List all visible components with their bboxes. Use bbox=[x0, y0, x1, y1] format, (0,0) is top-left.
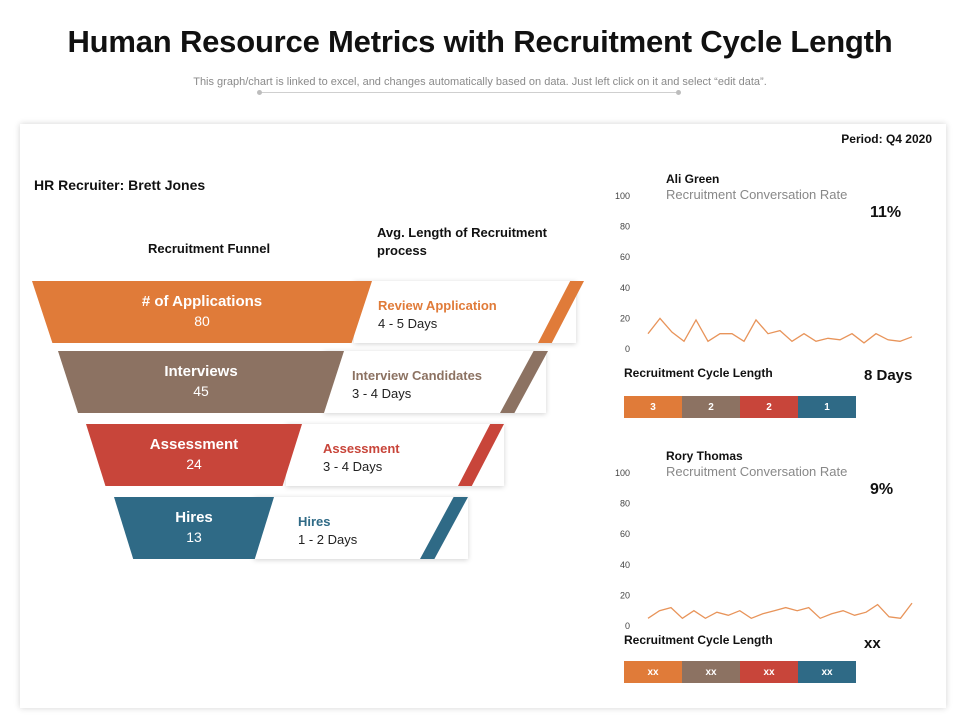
stage-trapezoid bbox=[114, 497, 274, 559]
conversion-rate-label: Recruitment Conversation Rate bbox=[666, 464, 848, 479]
stage-label: # of Applications bbox=[141, 293, 263, 310]
cycle-length-bar: xx xx xx xx bbox=[624, 661, 856, 683]
stage-step-title: Review Application bbox=[378, 298, 497, 313]
y-tick-label: 60 bbox=[620, 529, 630, 539]
stage-step-days: 3 - 4 Days bbox=[352, 386, 412, 401]
recruiter-name: Ali Green bbox=[666, 172, 720, 186]
stage-trapezoid bbox=[32, 281, 372, 343]
recruiter-name: Rory Thomas bbox=[666, 449, 743, 463]
y-tick-label: 0 bbox=[625, 344, 630, 354]
y-tick-label: 20 bbox=[620, 313, 630, 323]
stage-step-title: Hires bbox=[298, 514, 331, 529]
stage-value: 13 bbox=[186, 529, 202, 545]
stage-label: Hires bbox=[175, 509, 213, 526]
y-tick-label: 100 bbox=[615, 468, 630, 478]
stage-step-days: 3 - 4 Days bbox=[323, 459, 383, 474]
stage-trapezoid bbox=[86, 424, 302, 486]
stage-value: 45 bbox=[193, 383, 209, 399]
divider-dot-left bbox=[257, 90, 262, 95]
funnel-heading: Recruitment Funnel bbox=[148, 241, 271, 256]
page-title: Human Resource Metrics with Recruitment … bbox=[67, 24, 893, 59]
subtitle-divider bbox=[260, 92, 678, 93]
y-tick-label: 60 bbox=[620, 252, 630, 262]
conversion-rate-value: 9% bbox=[870, 481, 894, 498]
recruiter-panel-rory-thomas: 0 20 40 60 80 100 Rory Thomas Recruitment Con… bbox=[600, 449, 930, 699]
stage-step-title: Assessment bbox=[323, 441, 400, 456]
y-tick-label: 40 bbox=[620, 560, 630, 570]
y-tick-label: 80 bbox=[620, 499, 630, 509]
recruiter-label: HR Recruiter: Brett Jones bbox=[34, 177, 206, 193]
cycle-segment: xx bbox=[798, 661, 856, 683]
cycle-length-label: Recruitment Cycle Length bbox=[624, 633, 773, 647]
y-tick-label: 20 bbox=[620, 590, 630, 600]
stage-value: 24 bbox=[186, 456, 202, 472]
y-tick-label: 80 bbox=[620, 222, 630, 232]
cycle-segment: 3 bbox=[624, 396, 682, 418]
series-line bbox=[647, 602, 913, 620]
stage-label: Assessment bbox=[149, 436, 239, 453]
conversion-rate-value: 11% bbox=[870, 204, 902, 221]
page-subtitle: This graph/chart is linked to excel, and… bbox=[193, 76, 767, 88]
stage-label: Interviews bbox=[164, 363, 238, 380]
y-tick-label: 0 bbox=[625, 621, 630, 631]
recruiter-panel-ali-green: 0 20 40 60 80 100 Ali Green Recruitment Conve… bbox=[600, 172, 930, 422]
cycle-length-value: xx bbox=[864, 635, 881, 652]
cycle-length-label: Recruitment Cycle Length bbox=[624, 366, 773, 380]
y-tick-label: 100 bbox=[615, 191, 630, 201]
cycle-segment: 2 bbox=[682, 396, 740, 418]
y-tick-label: 40 bbox=[620, 283, 630, 293]
stage-detail-panel bbox=[354, 281, 576, 343]
conversion-rate-line-chart: 0 20 40 60 80 100 bbox=[615, 191, 913, 354]
stage-step-title: Interview Candidates bbox=[352, 368, 483, 383]
funnel-stage-assessment: Assessment 24 Assessment 3 - 4 Days bbox=[86, 424, 510, 486]
cycle-segment: xx bbox=[682, 661, 740, 683]
cycle-length-value: 8 Days bbox=[864, 367, 913, 384]
cycle-segment: xx bbox=[740, 661, 798, 683]
stage-step-days: 4 - 5 Days bbox=[378, 316, 438, 331]
conversion-rate-label: Recruitment Conversation Rate bbox=[666, 187, 848, 202]
cycle-segment: xx bbox=[624, 661, 682, 683]
stage-step-days: 1 - 2 Days bbox=[298, 532, 358, 547]
cycle-segment: 2 bbox=[740, 396, 798, 418]
funnel-stage-applications: # of Applications 80 Review Application … bbox=[32, 281, 588, 343]
funnel-stage-hires: Hires 13 Hires 1 - 2 Days bbox=[114, 497, 474, 559]
conversion-rate-line-chart: 0 20 40 60 80 100 bbox=[615, 468, 913, 631]
cycle-segment: 1 bbox=[798, 396, 856, 418]
stage-trapezoid bbox=[58, 351, 344, 413]
cycle-length-bar: 3 2 2 1 bbox=[624, 396, 856, 418]
divider-dot-right bbox=[676, 90, 681, 95]
avg-length-heading: Avg. Length of Recruitment process bbox=[377, 225, 547, 258]
series-line bbox=[647, 317, 913, 344]
funnel-stage-interviews: Interviews 45 Interview Candidates 3 - 4… bbox=[58, 351, 558, 413]
period-label: Period: Q4 2020 bbox=[841, 132, 932, 146]
stage-value: 80 bbox=[194, 313, 210, 329]
